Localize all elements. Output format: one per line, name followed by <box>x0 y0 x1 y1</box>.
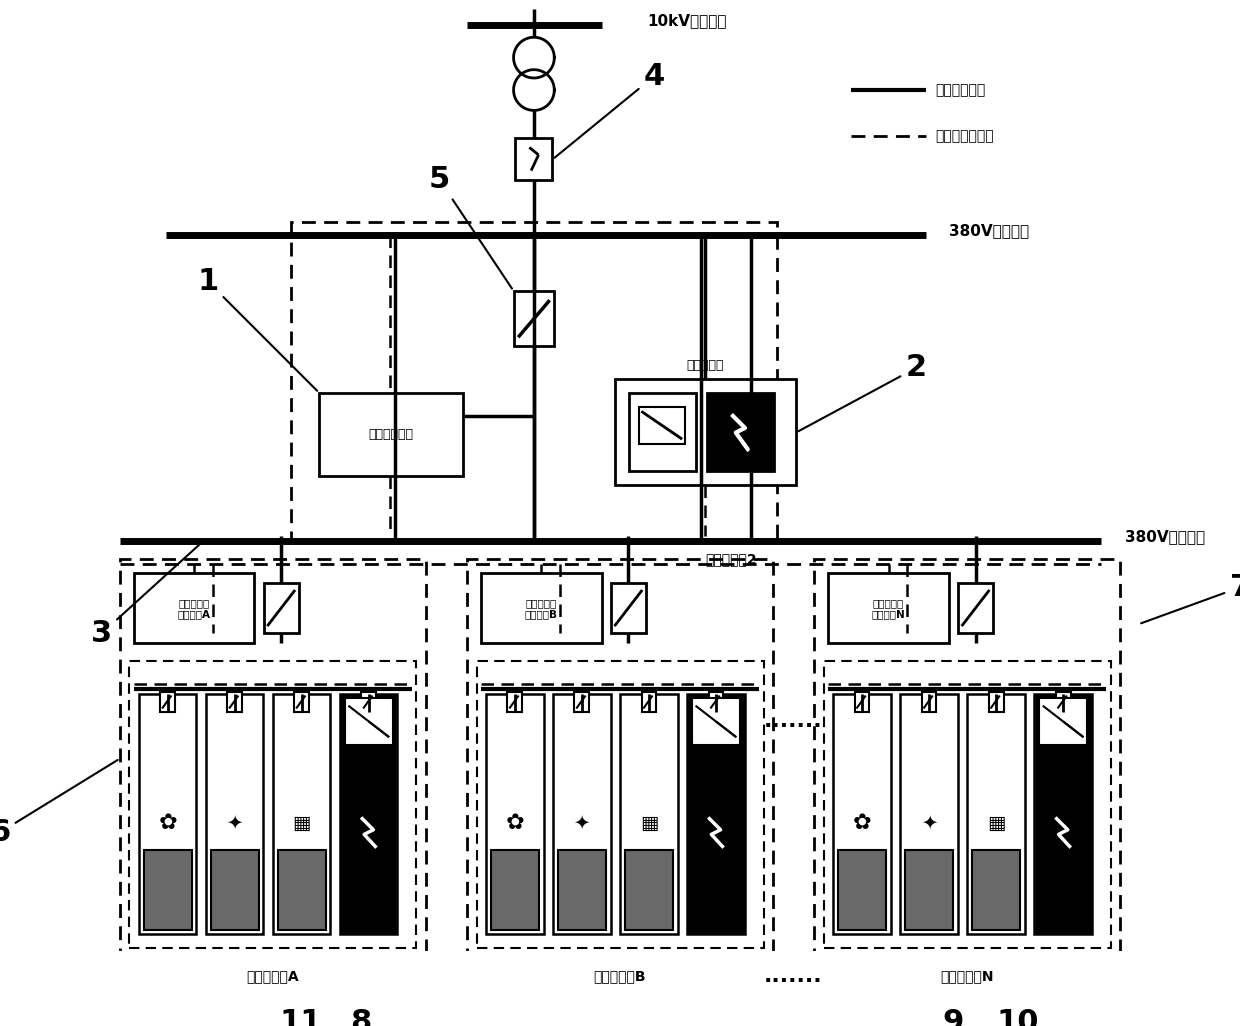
Bar <box>959 583 993 633</box>
Bar <box>486 694 543 935</box>
Bar <box>553 694 610 935</box>
Text: 集中式储能: 集中式储能 <box>687 358 724 371</box>
Bar <box>639 406 684 443</box>
Bar <box>611 583 646 633</box>
Bar <box>278 851 326 930</box>
Bar <box>815 559 1120 957</box>
Bar <box>340 694 398 935</box>
Text: 微电网通信线路: 微电网通信线路 <box>935 129 993 144</box>
Text: ·······: ······· <box>764 716 822 736</box>
Bar <box>120 559 425 957</box>
Bar <box>361 692 376 712</box>
Text: 380V交流母线: 380V交流母线 <box>1125 528 1205 544</box>
Text: 380V交流母线: 380V交流母线 <box>949 224 1029 238</box>
Text: 10: 10 <box>997 1008 1039 1026</box>
Text: ·······: ······· <box>764 971 822 991</box>
Bar <box>264 583 299 633</box>
Text: 微电网子网
控制系统A: 微电网子网 控制系统A <box>177 598 211 620</box>
Bar <box>854 692 869 712</box>
Bar <box>1034 694 1092 935</box>
Bar <box>319 393 463 476</box>
Text: 2: 2 <box>799 353 926 431</box>
Text: ✦: ✦ <box>921 814 937 833</box>
Bar <box>345 699 393 745</box>
Bar <box>558 851 606 930</box>
Bar <box>513 291 554 347</box>
Text: 微电网子网
控制系统B: 微电网子网 控制系统B <box>525 598 558 620</box>
Bar <box>476 662 764 948</box>
Bar <box>629 393 696 472</box>
Bar <box>833 694 890 935</box>
Text: ✦: ✦ <box>574 814 590 833</box>
Bar <box>967 694 1024 935</box>
Text: 11: 11 <box>279 1008 322 1026</box>
Bar <box>828 574 949 642</box>
Text: 电力输电线路: 电力输电线路 <box>935 83 985 97</box>
Text: 4: 4 <box>554 62 665 158</box>
Text: ✿: ✿ <box>159 814 177 833</box>
Bar <box>516 139 553 180</box>
Text: 微电网子网A: 微电网子网A <box>247 969 299 983</box>
Bar <box>481 574 601 642</box>
Bar <box>620 694 677 935</box>
Bar <box>625 851 673 930</box>
Bar <box>687 694 745 935</box>
Bar <box>900 694 957 935</box>
Bar <box>227 692 242 712</box>
Text: 微电网子网
控制系统N: 微电网子网 控制系统N <box>872 598 905 620</box>
Text: 3: 3 <box>91 543 201 648</box>
Bar <box>160 692 175 712</box>
Bar <box>291 222 777 541</box>
Text: ▦: ▦ <box>987 814 1006 833</box>
Bar <box>467 559 773 957</box>
Bar <box>491 851 539 930</box>
Text: 6: 6 <box>0 760 118 847</box>
Bar <box>139 694 196 935</box>
Text: 微电网子网B: 微电网子网B <box>594 969 646 983</box>
Text: ✿: ✿ <box>853 814 872 833</box>
Text: ▦: ▦ <box>293 814 311 833</box>
Bar <box>641 692 656 712</box>
Bar <box>692 699 740 745</box>
Bar <box>988 692 1003 712</box>
Bar <box>838 851 887 930</box>
Text: 7: 7 <box>1141 573 1240 623</box>
Bar <box>707 393 774 472</box>
Text: 10kV交流母线: 10kV交流母线 <box>647 13 728 28</box>
Bar <box>574 692 589 712</box>
Bar <box>144 851 192 930</box>
Text: ✦: ✦ <box>227 814 243 833</box>
Bar <box>905 851 954 930</box>
Bar <box>1055 692 1070 712</box>
Bar <box>134 574 254 642</box>
Text: 5: 5 <box>429 165 512 288</box>
Text: ✿: ✿ <box>506 814 525 833</box>
Bar <box>507 692 522 712</box>
Bar <box>273 694 330 935</box>
Text: 微电网子网N: 微电网子网N <box>940 969 994 983</box>
Bar <box>921 692 936 712</box>
Bar <box>972 851 1021 930</box>
Text: ▦: ▦ <box>640 814 658 833</box>
Text: 1: 1 <box>197 267 317 391</box>
Bar <box>823 662 1111 948</box>
Bar <box>294 692 309 712</box>
Bar <box>206 694 263 935</box>
Bar <box>708 692 723 712</box>
Bar <box>211 851 259 930</box>
Text: 9: 9 <box>942 1008 963 1026</box>
Bar <box>129 662 417 948</box>
Text: 8: 8 <box>350 1008 372 1026</box>
Text: 微电网子网2: 微电网子网2 <box>706 552 756 566</box>
Bar <box>1039 699 1087 745</box>
Text: 中央控制系统: 中央控制系统 <box>368 428 413 441</box>
Bar <box>615 379 796 485</box>
